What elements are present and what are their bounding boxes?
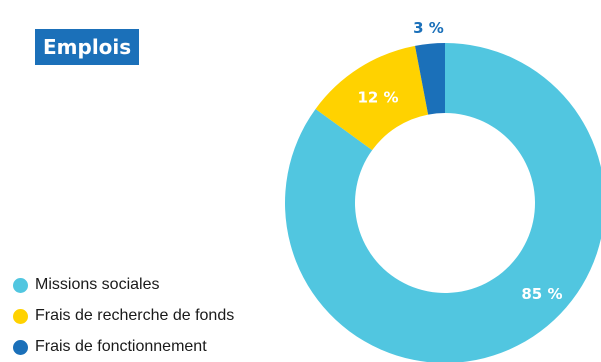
legend-item-frais-recherche-fonds: Frais de recherche de fonds — [13, 304, 234, 328]
legend-swatch-frais-fonctionnement — [13, 339, 28, 355]
legend-label-frais-fonctionnement: Frais de fonctionnement — [35, 338, 207, 355]
slice-label-frais-fonctionnement: 3 % — [413, 19, 444, 37]
legend-item-missions-sociales: Missions sociales — [13, 273, 234, 297]
chart-title: Emplois — [35, 29, 140, 65]
slice-label-frais-recherche-fonds: 12 % — [357, 88, 398, 106]
chart-legend: Missions sociales Frais de recherche de … — [13, 273, 234, 362]
legend-swatch-missions-sociales — [13, 277, 28, 293]
donut-slice-frais-fonctionnement — [415, 43, 445, 115]
legend-swatch-frais-recherche-fonds — [13, 308, 28, 324]
legend-item-frais-fonctionnement: Frais de fonctionnement — [13, 335, 234, 359]
legend-label-frais-recherche-fonds: Frais de recherche de fonds — [35, 307, 235, 324]
legend-label-missions-sociales: Missions sociales — [35, 276, 160, 293]
donut-slice-missions-sociales — [285, 43, 601, 362]
slice-label-missions-sociales: 85 % — [521, 285, 562, 303]
donut-slice-frais-recherche-fonds — [315, 45, 429, 151]
